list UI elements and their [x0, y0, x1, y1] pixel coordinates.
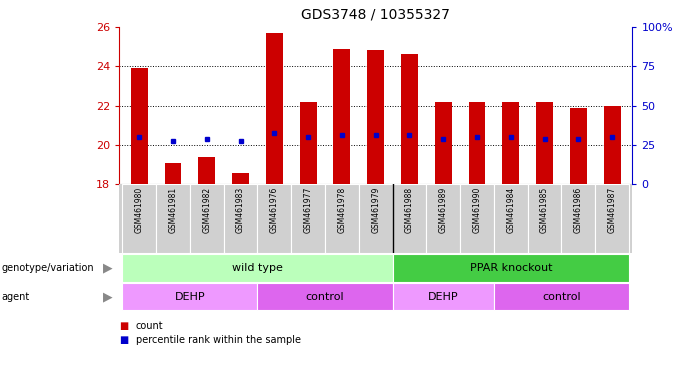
Bar — [536, 102, 553, 184]
Text: DEHP: DEHP — [175, 291, 205, 302]
Text: agent: agent — [1, 291, 30, 302]
Text: GDS3748 / 10355327: GDS3748 / 10355327 — [301, 8, 450, 22]
Bar — [426, 184, 460, 253]
Text: ▶: ▶ — [103, 290, 112, 303]
Text: GSM461981: GSM461981 — [169, 186, 177, 233]
Bar — [494, 283, 629, 310]
Bar — [258, 283, 392, 310]
Bar — [494, 184, 528, 253]
Bar — [359, 184, 392, 253]
Text: wild type: wild type — [232, 263, 283, 273]
Bar — [435, 102, 452, 184]
Bar — [392, 254, 629, 282]
Bar — [300, 102, 317, 184]
Text: count: count — [136, 321, 164, 331]
Bar — [291, 184, 325, 253]
Text: DEHP: DEHP — [428, 291, 458, 302]
Bar — [258, 184, 291, 253]
Text: GSM461990: GSM461990 — [473, 186, 481, 233]
Bar — [392, 184, 426, 253]
Text: GSM461980: GSM461980 — [135, 186, 143, 233]
Bar — [325, 184, 359, 253]
Text: genotype/variation: genotype/variation — [1, 263, 94, 273]
Bar — [570, 108, 587, 184]
Text: GSM461978: GSM461978 — [337, 186, 346, 233]
Bar — [562, 184, 595, 253]
Text: GSM461977: GSM461977 — [304, 186, 313, 233]
Bar — [224, 184, 258, 253]
Bar — [232, 172, 249, 184]
Bar — [604, 106, 621, 184]
Bar — [460, 184, 494, 253]
Text: control: control — [306, 291, 344, 302]
Bar — [333, 48, 350, 184]
Text: PPAR knockout: PPAR knockout — [470, 263, 552, 273]
Bar — [199, 157, 216, 184]
Bar — [401, 55, 418, 184]
Text: GSM461982: GSM461982 — [203, 186, 211, 233]
Text: GSM461988: GSM461988 — [405, 186, 414, 233]
Text: GSM461983: GSM461983 — [236, 186, 245, 233]
Bar — [131, 68, 148, 184]
Bar — [122, 254, 392, 282]
Bar — [595, 184, 629, 253]
Text: GSM461976: GSM461976 — [270, 186, 279, 233]
Bar — [122, 184, 156, 253]
Bar — [122, 283, 258, 310]
Text: ■: ■ — [119, 335, 129, 345]
Text: GSM461984: GSM461984 — [507, 186, 515, 233]
Bar — [392, 283, 494, 310]
Text: GSM461989: GSM461989 — [439, 186, 447, 233]
Bar — [266, 33, 283, 184]
Text: ■: ■ — [119, 321, 129, 331]
Bar — [156, 184, 190, 253]
Bar — [190, 184, 224, 253]
Bar — [469, 102, 486, 184]
Text: percentile rank within the sample: percentile rank within the sample — [136, 335, 301, 345]
Text: control: control — [542, 291, 581, 302]
Text: GSM461985: GSM461985 — [540, 186, 549, 233]
Bar — [367, 50, 384, 184]
Text: GSM461986: GSM461986 — [574, 186, 583, 233]
Bar — [528, 184, 562, 253]
Bar — [165, 163, 182, 184]
Text: GSM461987: GSM461987 — [608, 186, 617, 233]
Bar — [503, 102, 520, 184]
Text: GSM461979: GSM461979 — [371, 186, 380, 233]
Text: ▶: ▶ — [103, 262, 112, 274]
